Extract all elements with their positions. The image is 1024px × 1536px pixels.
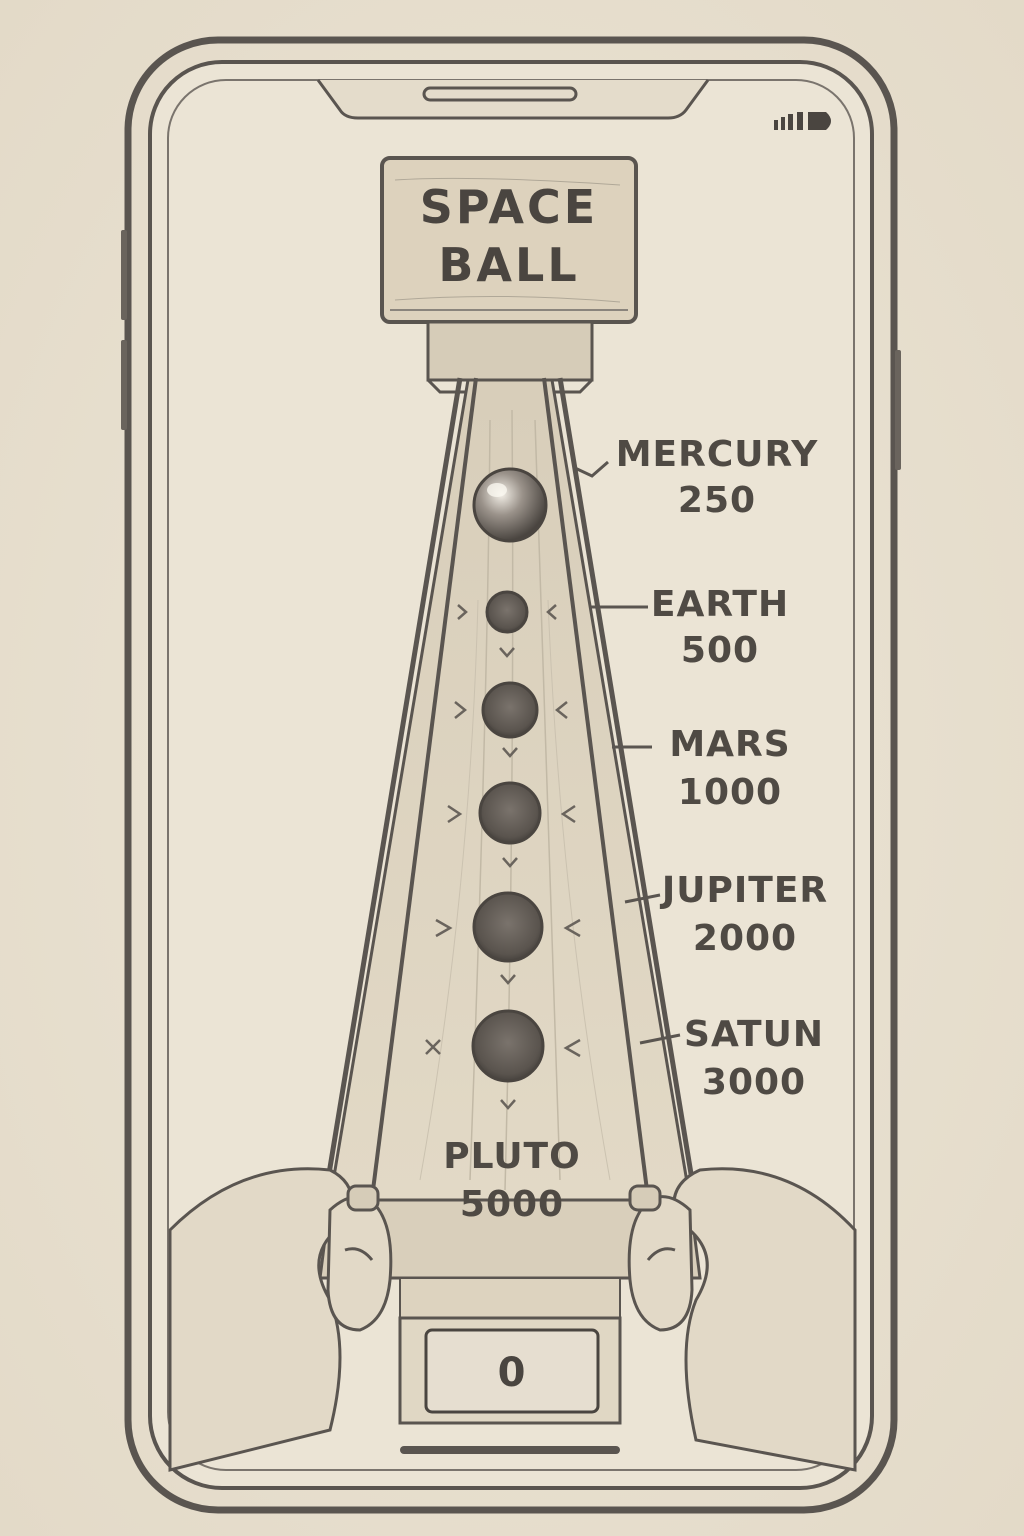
hole-jupiter xyxy=(478,781,542,845)
target-label-satun: SATUN xyxy=(684,1014,824,1055)
hole-pluto xyxy=(471,1009,545,1083)
target-label-earth: EARTH xyxy=(650,584,790,625)
target-label-mercury: MERCURY xyxy=(615,434,819,475)
target-label-pluto: PLUTO xyxy=(443,1136,581,1177)
target-points-mercury: 250 xyxy=(677,480,757,521)
target-points-earth: 500 xyxy=(680,630,760,671)
target-points-pluto: 5000 xyxy=(459,1184,565,1225)
right-hand[interactable] xyxy=(627,1167,857,1472)
hole-mars xyxy=(481,681,539,739)
score-display: 0 xyxy=(497,1350,527,1396)
hole-satun xyxy=(472,891,544,963)
target-label-mars: MARS xyxy=(669,724,791,765)
target-points-satun: 3000 xyxy=(701,1062,807,1103)
target-label-jupiter: JUPITER xyxy=(661,870,829,911)
title-sign xyxy=(380,156,638,324)
signal-battery-icon xyxy=(774,112,831,130)
label-leaders xyxy=(574,460,681,1045)
score-base xyxy=(318,1198,702,1425)
hole-earth xyxy=(485,590,529,634)
target-points-mars: 1000 xyxy=(677,772,783,813)
guide-arrows xyxy=(425,604,581,1110)
target-holes xyxy=(471,590,545,1083)
title-line-1: SPACE xyxy=(419,180,599,234)
left-hand[interactable] xyxy=(168,1167,393,1472)
space-ball[interactable] xyxy=(472,467,548,543)
target-points-jupiter: 2000 xyxy=(692,918,798,959)
title-line-2: BALL xyxy=(438,238,580,292)
